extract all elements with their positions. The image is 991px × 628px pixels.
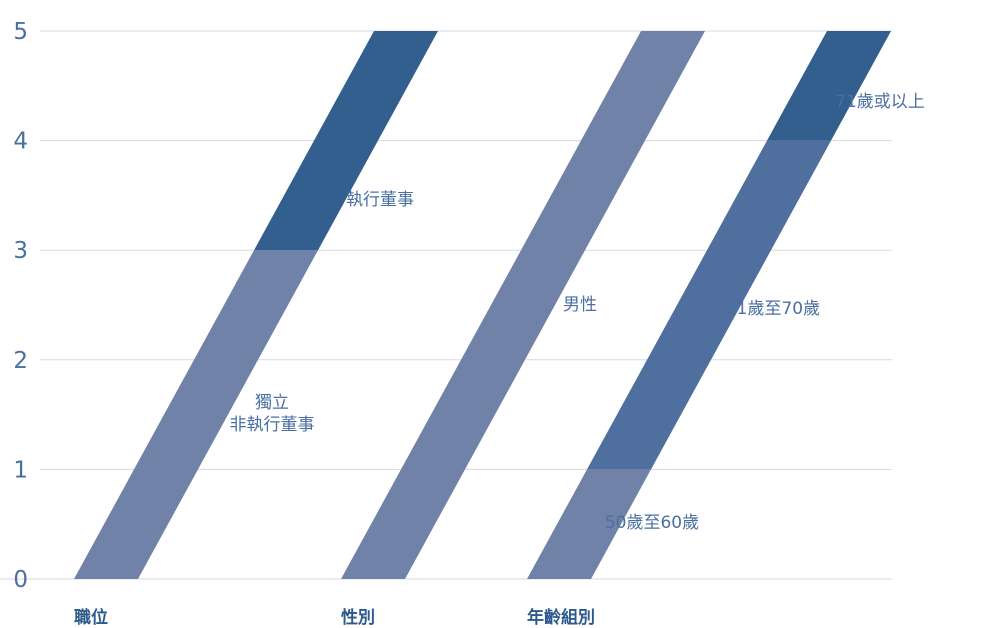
bar-segment — [527, 469, 651, 579]
category-labels: 職位 性別 年齡組別 — [74, 607, 595, 628]
y-tick-label: 4 — [13, 129, 28, 155]
bar-segment — [587, 140, 831, 470]
y-tick-label: 3 — [13, 238, 28, 264]
segment-label-line: 71歲或以上 — [835, 92, 925, 112]
category-label: 職位 — [74, 607, 108, 628]
segment-label-line: 61歲至70歲 — [726, 299, 820, 319]
bar-segment — [341, 31, 705, 579]
segment-label: 71歲或以上 — [835, 92, 925, 112]
y-tick-label: 0 — [13, 567, 28, 593]
y-tick-label: 5 — [13, 19, 28, 45]
segment-label: 執行董事 — [346, 190, 414, 210]
segment-label-line: 非執行董事 — [230, 415, 315, 435]
bar-segment — [254, 31, 438, 251]
segment-label: 獨立非執行董事 — [230, 393, 315, 435]
segment-label-line: 男性 — [563, 295, 597, 315]
category-label: 性別 — [341, 607, 375, 628]
segment-label: 61歲至70歲 — [726, 299, 820, 319]
segment-label-line: 50歲至60歲 — [605, 513, 699, 533]
y-tick-label: 2 — [13, 348, 28, 374]
segment-label-line: 獨立 — [255, 393, 289, 413]
segment-label: 50歲至60歲 — [605, 513, 699, 533]
bar-segment — [74, 250, 318, 579]
segment-label: 男性 — [563, 295, 597, 315]
category-label: 年齡組別 — [527, 607, 595, 628]
segment-label-line: 執行董事 — [346, 190, 414, 210]
bar-stacks — [74, 31, 891, 579]
y-axis: 0 1 2 3 4 5 — [13, 19, 28, 593]
y-tick-label: 1 — [13, 457, 28, 483]
bar-segment — [767, 31, 891, 141]
